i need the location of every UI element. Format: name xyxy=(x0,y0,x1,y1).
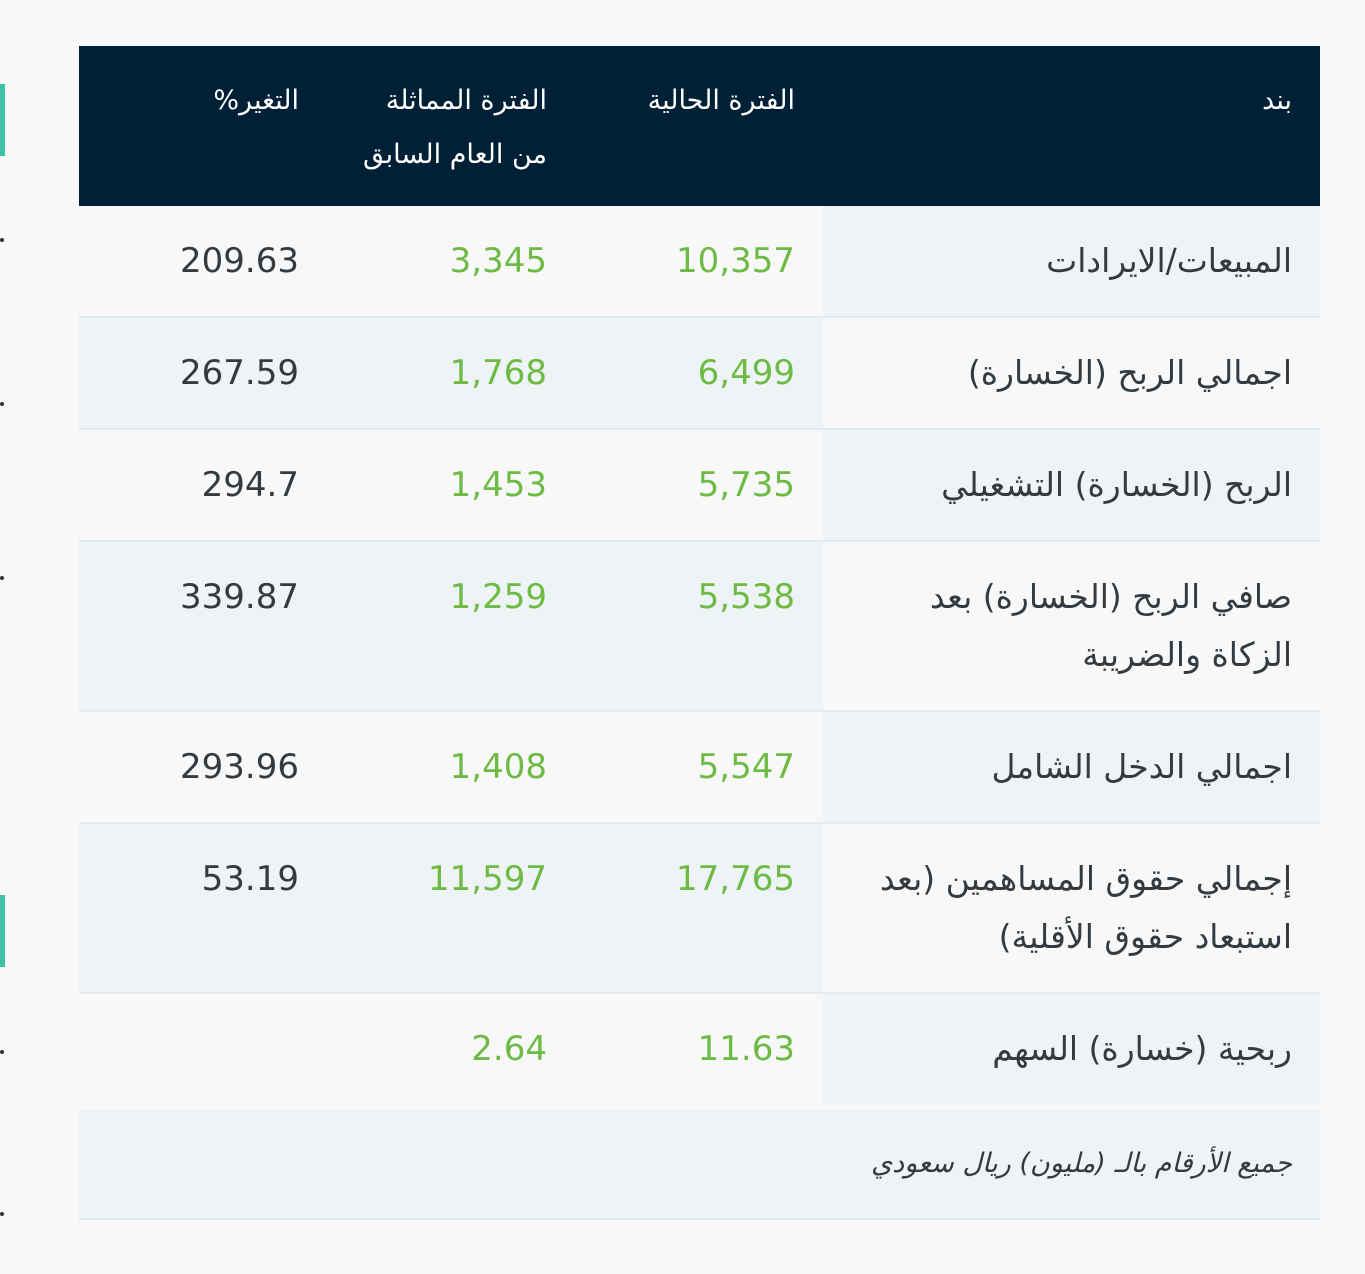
edge-dot xyxy=(0,1212,4,1216)
header-current-period: الفترة الحالية xyxy=(647,85,795,116)
table-body: المبيعات/الايرادات 10,357 3,345 209.63 ا… xyxy=(79,206,1320,1220)
table-row: الربح (الخسارة) التشغيلي 5,735 1,453 294… xyxy=(79,429,1320,542)
row-current-value: 5,538 xyxy=(575,541,823,712)
row-item-label: الربح (الخسارة) التشغيلي xyxy=(823,429,1320,542)
row-change-value: 267.59 xyxy=(79,317,327,430)
row-previous-value: 2.64 xyxy=(327,993,575,1108)
header-row: بند الفترة الحالية الفترة المماثلة من ال… xyxy=(79,46,1320,206)
row-previous-value: 1,259 xyxy=(327,541,575,712)
row-change-value: 339.87 xyxy=(79,541,327,712)
row-change-value: 293.96 xyxy=(79,711,327,824)
row-previous-value: 3,345 xyxy=(327,206,575,318)
row-current-value: 11.63 xyxy=(575,993,823,1108)
footnote-row: جميع الأرقام بالـ (مليون) ريال سعودي xyxy=(79,1104,1320,1220)
edge-accent-bar xyxy=(0,84,5,156)
row-item-label: اجمالي الدخل الشامل xyxy=(823,711,1320,824)
row-current-value: 17,765 xyxy=(575,823,823,994)
row-change-value xyxy=(79,993,327,1108)
row-change-value: 53.19 xyxy=(79,823,327,994)
edge-dot xyxy=(0,402,4,406)
row-previous-value: 11,597 xyxy=(327,823,575,994)
table-row: المبيعات/الايرادات 10,357 3,345 209.63 xyxy=(79,206,1320,318)
footnote-text: جميع الأرقام بالـ (مليون) ريال سعودي xyxy=(79,1104,1320,1220)
row-current-value: 10,357 xyxy=(575,206,823,318)
edge-dot xyxy=(0,576,4,580)
row-previous-value: 1,768 xyxy=(327,317,575,430)
header-previous-period: الفترة المماثلة من العام السابق xyxy=(363,85,547,170)
row-current-value: 5,547 xyxy=(575,711,823,824)
edge-dot xyxy=(0,238,4,242)
row-item-label: صافي الربح (الخسارة) بعد الزكاة والضريبة xyxy=(823,541,1320,712)
table-row: ربحية (خسارة) السهم 11.63 2.64 xyxy=(79,993,1320,1108)
table-row: اجمالي الدخل الشامل 5,547 1,408 293.96 xyxy=(79,711,1320,824)
row-current-value: 5,735 xyxy=(575,429,823,542)
row-item-label: ربحية (خسارة) السهم xyxy=(823,993,1320,1108)
header-item: بند xyxy=(1262,85,1292,116)
row-change-value: 209.63 xyxy=(79,206,327,318)
table-row: إجمالي حقوق المساهمين (بعد استبعاد حقوق … xyxy=(79,823,1320,994)
row-item-label: اجمالي الربح (الخسارة) xyxy=(823,317,1320,430)
financial-results-table: بند الفترة الحالية الفترة المماثلة من ال… xyxy=(79,46,1320,1220)
header-change-percent: التغير% xyxy=(213,85,299,116)
row-change-value: 294.7 xyxy=(79,429,327,542)
row-item-label: إجمالي حقوق المساهمين (بعد استبعاد حقوق … xyxy=(823,823,1320,994)
table-row: صافي الربح (الخسارة) بعد الزكاة والضريبة… xyxy=(79,541,1320,712)
table-row: اجمالي الربح (الخسارة) 6,499 1,768 267.5… xyxy=(79,317,1320,430)
row-previous-value: 1,453 xyxy=(327,429,575,542)
edge-dot xyxy=(0,1050,4,1054)
edge-accent-bar xyxy=(0,895,5,967)
row-item-label: المبيعات/الايرادات xyxy=(823,206,1320,318)
table-header: بند الفترة الحالية الفترة المماثلة من ال… xyxy=(79,46,1320,206)
row-current-value: 6,499 xyxy=(575,317,823,430)
row-previous-value: 1,408 xyxy=(327,711,575,824)
